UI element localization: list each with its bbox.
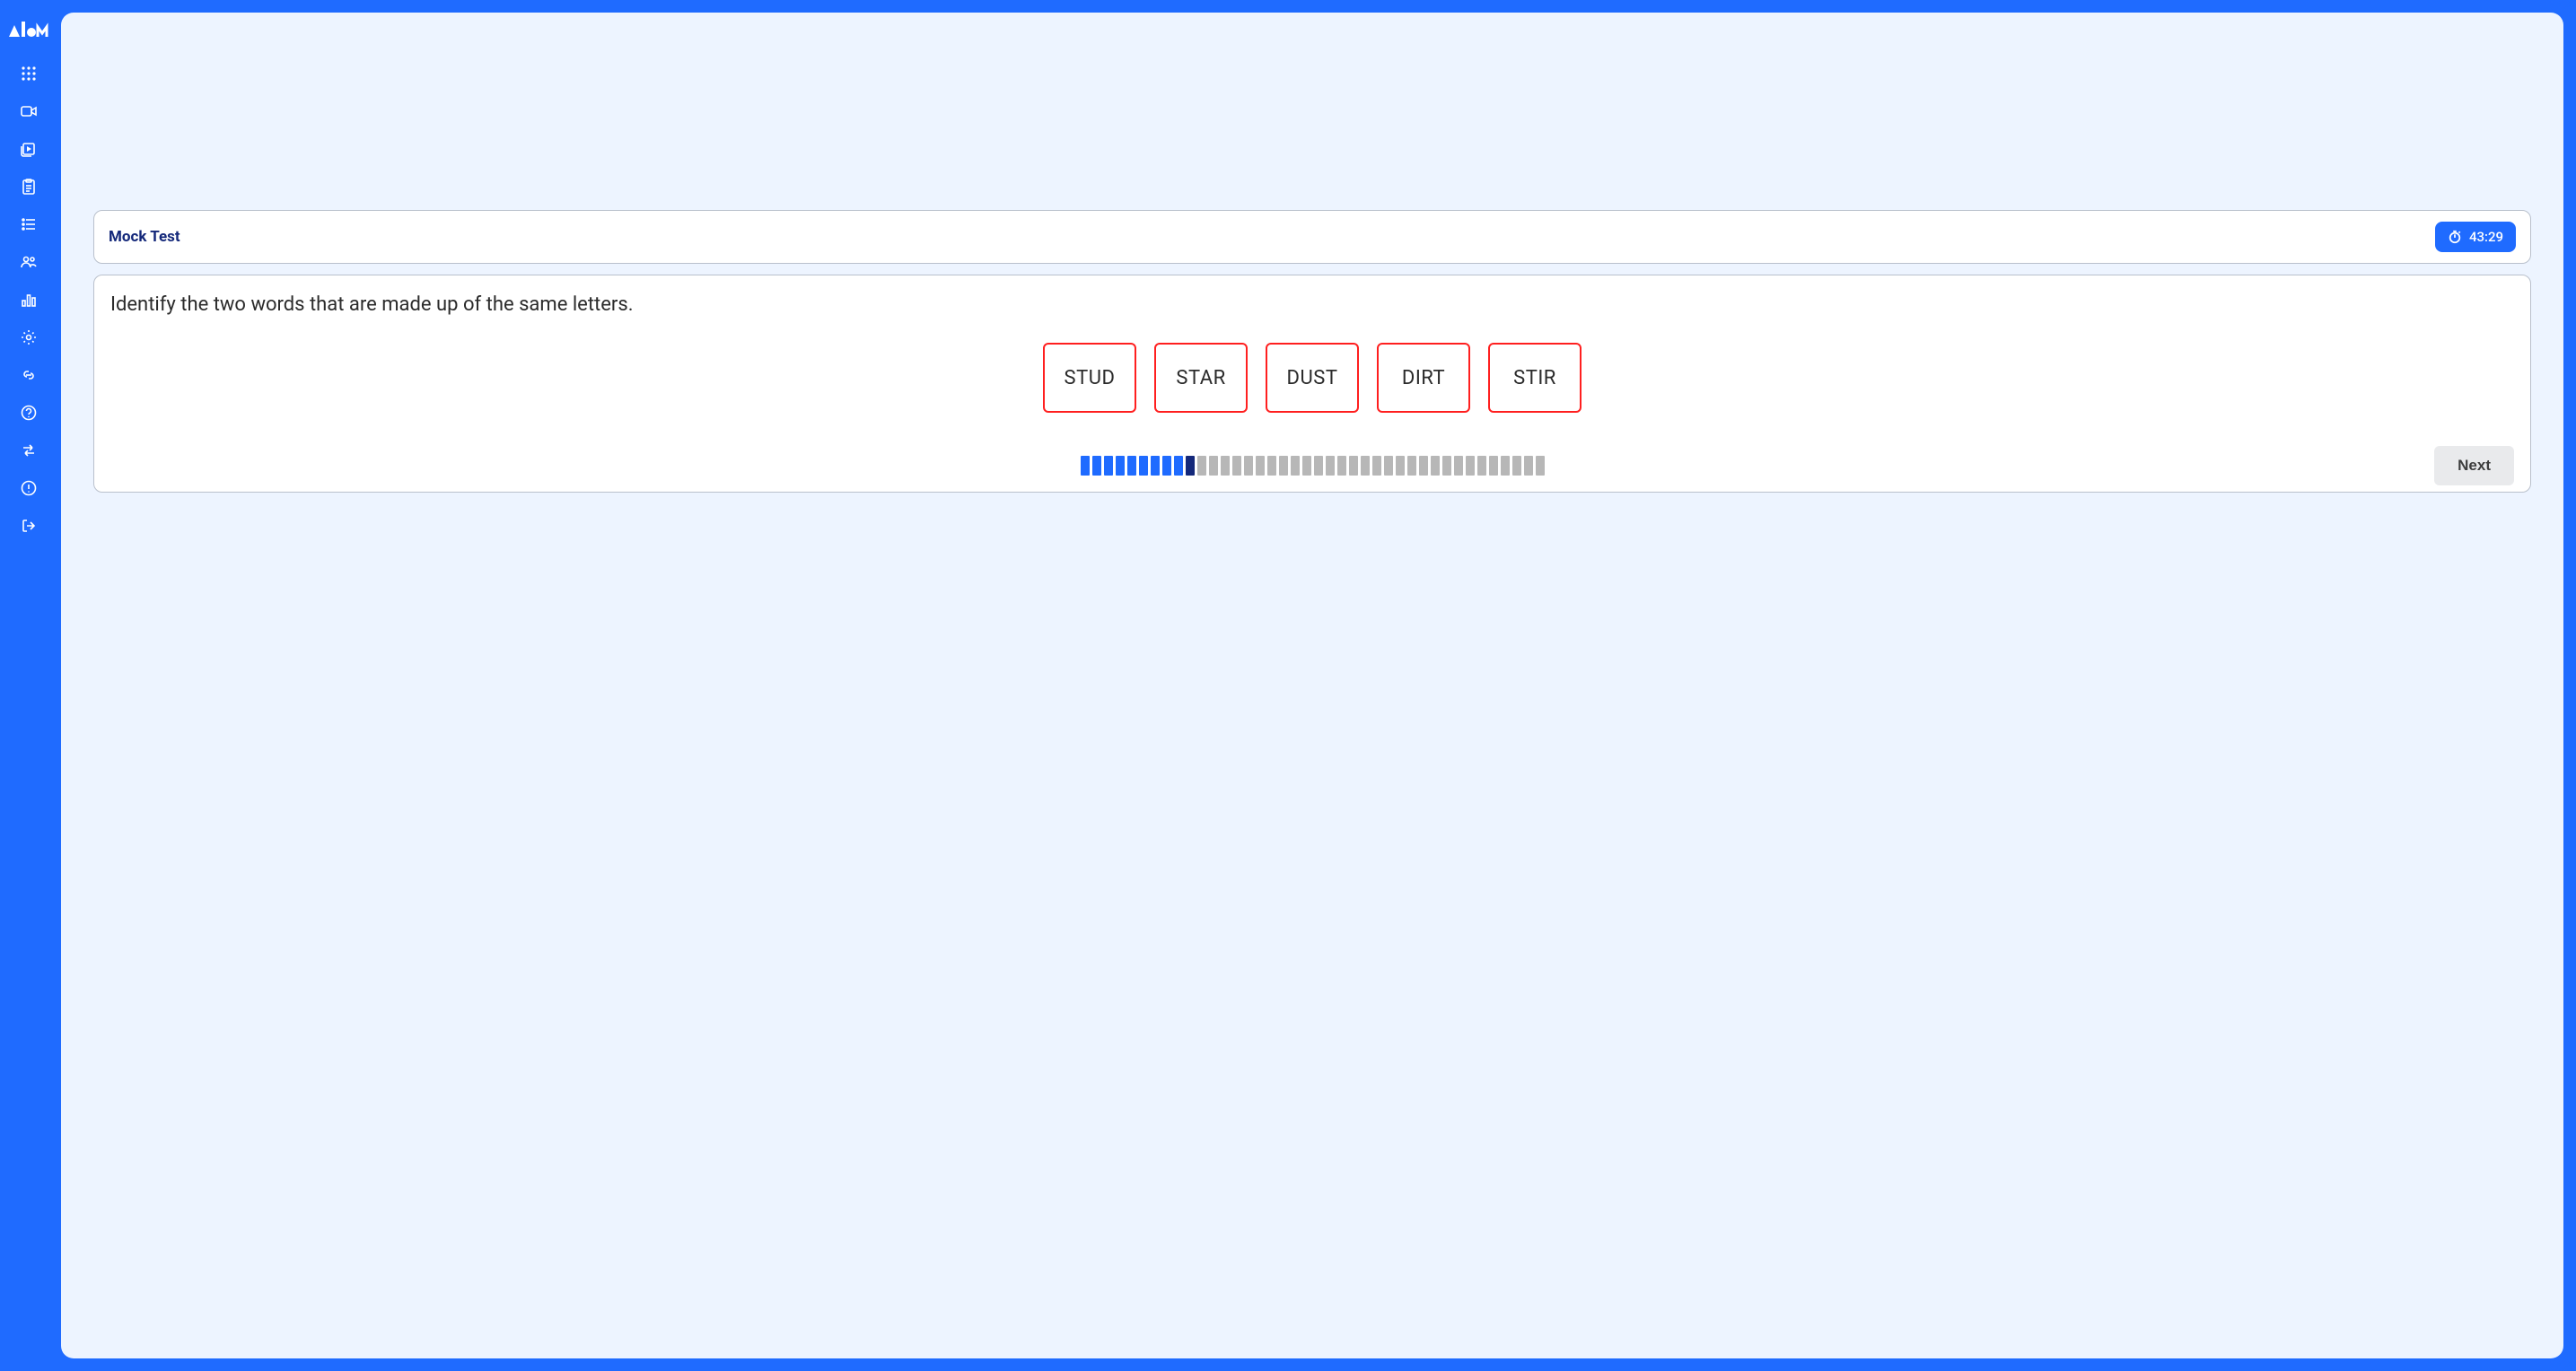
option-2[interactable]: DUST: [1266, 343, 1359, 413]
progress-seg: [1337, 456, 1346, 476]
progress-seg: [1127, 456, 1136, 476]
atom-logo: [9, 16, 48, 38]
progress-seg: [1244, 456, 1253, 476]
gear-icon[interactable]: [20, 328, 38, 346]
top-spacer: [93, 47, 2531, 210]
progress-seg: [1536, 456, 1545, 476]
progress-seg: [1524, 456, 1533, 476]
option-3[interactable]: DIRT: [1377, 343, 1470, 413]
progress-seg: [1221, 456, 1230, 476]
progress-seg: [1454, 456, 1463, 476]
progress-seg: [1197, 456, 1206, 476]
progress-seg: [1314, 456, 1323, 476]
progress-seg: [1267, 456, 1276, 476]
progress-seg: [1092, 456, 1101, 476]
progress-seg: [1489, 456, 1498, 476]
progress-seg: [1116, 456, 1125, 476]
test-title: Mock Test: [109, 228, 180, 246]
question-footer: Next: [110, 456, 2514, 476]
options-row: STUD STAR DUST DIRT STIR: [110, 343, 2514, 413]
next-button[interactable]: Next: [2434, 446, 2514, 485]
option-4[interactable]: STIR: [1488, 343, 1582, 413]
progress-seg: [1209, 456, 1218, 476]
progress-seg: [1384, 456, 1393, 476]
progress-seg: [1081, 456, 1090, 476]
progress-seg: [1501, 456, 1510, 476]
clipboard-icon[interactable]: [20, 178, 38, 196]
timer-pill: 43:29: [2435, 222, 2516, 252]
link-icon[interactable]: [20, 366, 38, 384]
alert-icon[interactable]: [20, 479, 38, 497]
stopwatch-icon: [2448, 230, 2462, 244]
main-content: Mock Test 43:29 Identify the two words t…: [61, 13, 2563, 1358]
timer-value: 43:29: [2469, 229, 2503, 245]
progress-seg: [1302, 456, 1311, 476]
progress-bar: [1081, 456, 1545, 476]
progress-seg: [1477, 456, 1486, 476]
progress-seg: [1104, 456, 1113, 476]
progress-seg: [1279, 456, 1288, 476]
progress-seg: [1256, 456, 1265, 476]
help-icon[interactable]: [20, 404, 38, 422]
progress-seg: [1139, 456, 1148, 476]
progress-seg: [1326, 456, 1335, 476]
progress-seg: [1186, 456, 1195, 476]
progress-seg: [1174, 456, 1183, 476]
progress-seg: [1442, 456, 1451, 476]
progress-seg: [1291, 456, 1300, 476]
progress-seg: [1162, 456, 1171, 476]
progress-seg: [1419, 456, 1428, 476]
list-icon[interactable]: [20, 215, 38, 233]
progress-seg: [1232, 456, 1241, 476]
sidebar: [0, 0, 57, 1371]
progress-seg: [1466, 456, 1475, 476]
progress-seg: [1396, 456, 1405, 476]
progress-seg: [1431, 456, 1440, 476]
progress-seg: [1349, 456, 1358, 476]
video-icon[interactable]: [20, 102, 38, 120]
logout-icon[interactable]: [20, 517, 38, 535]
sidebar-nav: [20, 65, 38, 535]
option-1[interactable]: STAR: [1154, 343, 1248, 413]
swap-icon[interactable]: [20, 441, 38, 459]
progress-seg: [1151, 456, 1160, 476]
people-icon[interactable]: [20, 253, 38, 271]
progress-seg: [1512, 456, 1521, 476]
test-header-card: Mock Test 43:29: [93, 210, 2531, 264]
question-card: Identify the two words that are made up …: [93, 275, 2531, 493]
app-root: Mock Test 43:29 Identify the two words t…: [0, 0, 2576, 1371]
progress-seg: [1361, 456, 1370, 476]
apps-grid-icon[interactable]: [20, 65, 38, 83]
bar-chart-icon[interactable]: [20, 291, 38, 309]
progress-seg: [1372, 456, 1381, 476]
option-0[interactable]: STUD: [1043, 343, 1136, 413]
play-library-icon[interactable]: [20, 140, 38, 158]
question-prompt: Identify the two words that are made up …: [110, 293, 2514, 316]
progress-seg: [1407, 456, 1416, 476]
